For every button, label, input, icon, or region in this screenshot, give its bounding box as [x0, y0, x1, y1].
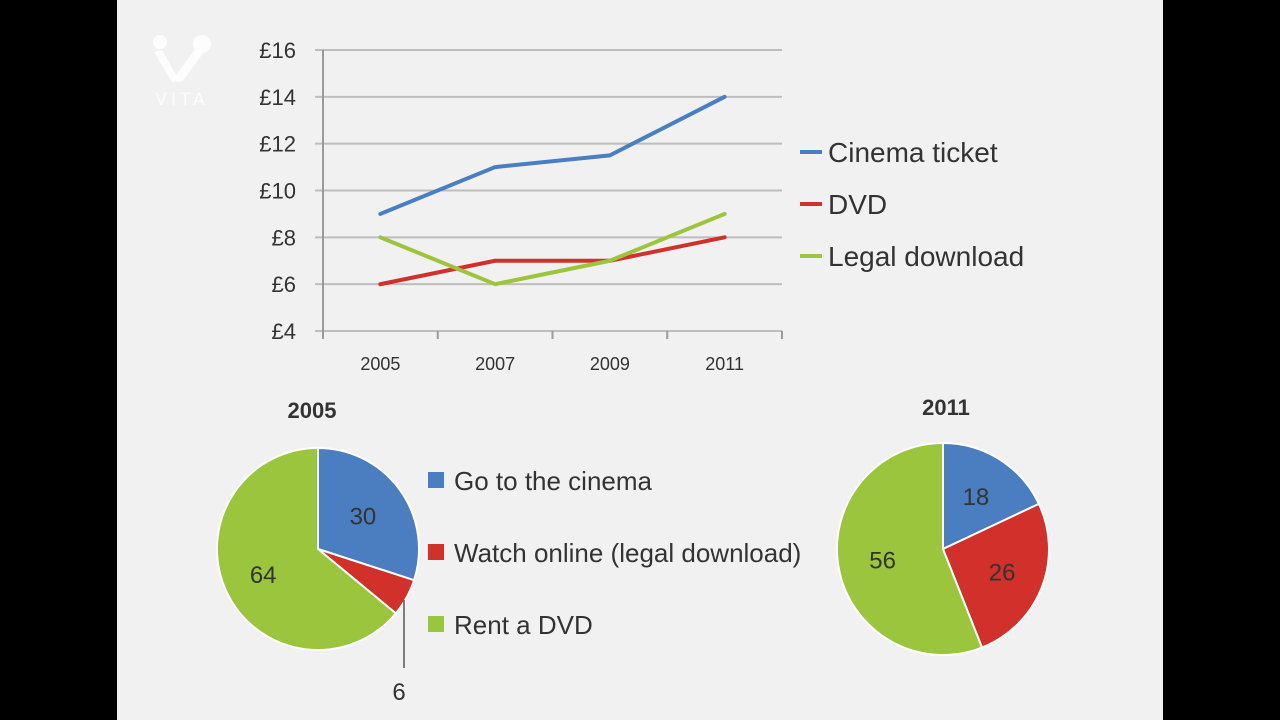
pie-data-label: 30: [350, 503, 377, 530]
legend-label: Legal download: [828, 241, 1024, 272]
x-tick-label: 2007: [475, 354, 515, 374]
y-tick-label: £4: [272, 319, 296, 344]
pie-chart-2005: 2005 30 64 6: [216, 398, 420, 706]
y-tick-label: £12: [259, 132, 296, 157]
pie-legend-swatch: [428, 616, 444, 632]
pie-slice-go-to-the-cinema: [942, 441, 1041, 551]
series-line-dvd: [378, 235, 727, 287]
y-tick-label: £6: [272, 272, 296, 297]
line-chart-legend: Cinema ticket DVD Legal download: [800, 137, 1024, 272]
pie-slice-watch-online-legal-download-: [941, 502, 1050, 649]
series-line-cinema-ticket: [378, 94, 727, 216]
pie-data-label: 26: [989, 559, 1016, 586]
pie-title: 2011: [922, 395, 970, 420]
pie-data-label: 6: [392, 679, 405, 706]
line-chart: £4 £6 £8 £10 £12 £14 £16 2005 2007 2009 2011: [259, 38, 783, 374]
pie-data-label: 56: [869, 548, 896, 575]
vita-logo-icon: [153, 35, 211, 82]
vita-watermark: VITA: [146, 30, 218, 120]
pie-title: 2005: [288, 398, 337, 423]
pie-data-label: 18: [963, 484, 990, 511]
pie-legend-label: Go to the cinema: [454, 466, 653, 496]
y-tick-label: £14: [259, 85, 296, 110]
legend-label: Cinema ticket: [828, 137, 998, 168]
series-line-legal-download: [378, 211, 727, 287]
x-tick-label: 2009: [590, 354, 630, 374]
y-tick-label: £8: [272, 225, 296, 250]
pie-legend-swatch: [428, 472, 444, 488]
pie-data-label: 64: [250, 562, 277, 589]
pie-legend-label: Watch online (legal download): [454, 538, 801, 568]
pie-legend-swatch: [428, 544, 444, 560]
legend-label: DVD: [828, 189, 887, 220]
pie-legend: Go to the cinema Watch online (legal down…: [428, 466, 801, 640]
pie-slice-go-to-the-cinema: [317, 446, 420, 582]
x-tick-label: 2005: [360, 354, 400, 374]
x-tick-label: 2011: [705, 354, 744, 374]
watermark-text: VITA: [155, 90, 209, 110]
y-tick-label: £10: [259, 179, 296, 204]
pie-slice-rent-a-dvd: [216, 446, 398, 651]
pie-chart-2011: 2011 18 26 56: [836, 395, 1050, 656]
pie-legend-label: Rent a DVD: [454, 610, 593, 640]
y-tick-label: £16: [259, 38, 296, 63]
pie-slice-rent-a-dvd: [836, 441, 984, 656]
